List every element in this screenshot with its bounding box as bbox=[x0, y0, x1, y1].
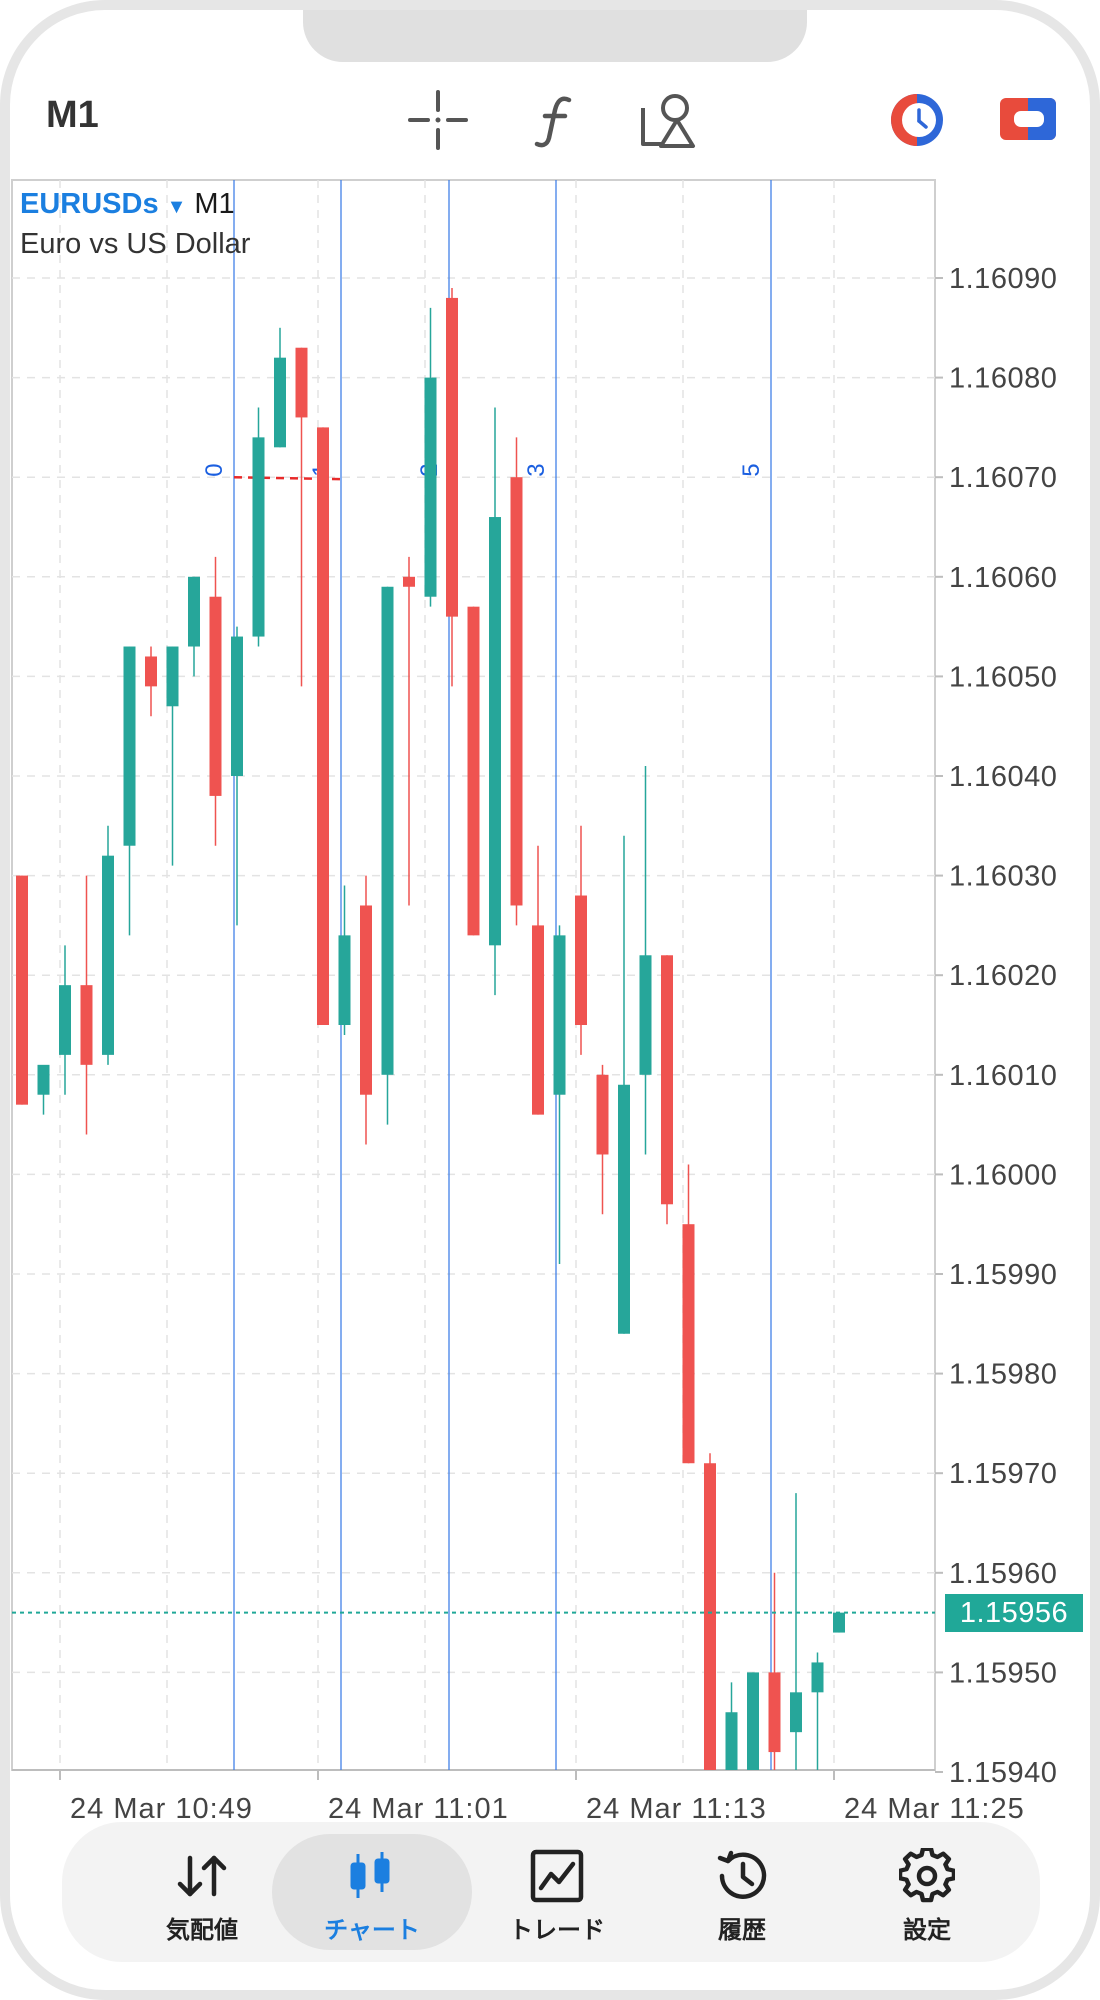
symbol-header[interactable]: EURUSDs ▼ M1 bbox=[20, 188, 235, 221]
y-tick-label: 1.16040 bbox=[949, 761, 1057, 793]
y-tick-label: 1.15960 bbox=[949, 1558, 1057, 1590]
candle-body bbox=[16, 875, 28, 1105]
x-tick-label: 24 Mar 11:13 bbox=[586, 1793, 767, 1825]
tab-chart-label: チャート bbox=[324, 1917, 420, 1944]
candle-body bbox=[360, 905, 372, 1095]
y-tick-label: 1.15940 bbox=[949, 1757, 1057, 1789]
candle-body bbox=[381, 586, 394, 1075]
candle-body bbox=[682, 1224, 695, 1464]
symbol-dropdown-icon[interactable]: ▼ bbox=[166, 196, 187, 218]
tab-settings-label: 設定 bbox=[903, 1917, 951, 1944]
candle-body bbox=[811, 1662, 824, 1693]
y-tick-label: 1.16060 bbox=[949, 562, 1057, 594]
trade-graph-icon bbox=[529, 1848, 585, 1904]
x-tick-label: 24 Mar 11:01 bbox=[328, 1793, 509, 1825]
timeframe-selector[interactable]: M1 bbox=[46, 94, 99, 136]
fib-zone-label: 0 bbox=[201, 463, 228, 476]
tab-trade[interactable]: トレード bbox=[457, 1834, 657, 1950]
candle-body bbox=[575, 895, 587, 1025]
candle-body bbox=[102, 855, 114, 1055]
y-tick-label: 1.16080 bbox=[949, 363, 1057, 395]
tab-history-label: 履歴 bbox=[718, 1917, 766, 1944]
fib-zone-label: 5 bbox=[738, 463, 765, 476]
candle-body bbox=[446, 297, 458, 617]
candle-body bbox=[317, 427, 329, 1025]
candle-body bbox=[725, 1712, 738, 1770]
y-tick-label: 1.16030 bbox=[949, 861, 1057, 893]
one-click-trading-icon[interactable] bbox=[885, 88, 949, 152]
y-tick-label: 1.16050 bbox=[949, 661, 1057, 693]
candle-body bbox=[123, 646, 136, 846]
candle-body bbox=[704, 1463, 716, 1770]
y-tick-label: 1.16010 bbox=[949, 1060, 1057, 1092]
x-tick-label: 24 Mar 11:25 bbox=[844, 1793, 1025, 1825]
candle-body bbox=[338, 935, 351, 1025]
y-tick-label: 1.15990 bbox=[949, 1259, 1057, 1291]
function-icon[interactable] bbox=[525, 88, 589, 152]
candle-body bbox=[166, 646, 179, 707]
candle-body bbox=[252, 437, 265, 637]
tab-chart[interactable]: チャート bbox=[272, 1834, 472, 1950]
candle-body bbox=[833, 1612, 845, 1633]
candle-body bbox=[80, 985, 93, 1065]
y-tick-label: 1.16000 bbox=[949, 1159, 1057, 1191]
candle-body bbox=[553, 935, 566, 1095]
chart-candles-icon bbox=[344, 1848, 400, 1904]
candle-body bbox=[403, 576, 415, 587]
candle-body bbox=[790, 1692, 802, 1733]
y-tick-label: 1.16070 bbox=[949, 462, 1057, 494]
price-chart[interactable]: 1.16090 1.16080 1.16070 1.16060 1.16050 1.160… bbox=[10, 170, 1090, 1830]
y-tick-label: 1.16090 bbox=[949, 263, 1057, 295]
objects-icon[interactable] bbox=[637, 88, 701, 152]
quotes-arrows-icon bbox=[174, 1848, 230, 1904]
tab-quotes[interactable]: 気配値 bbox=[102, 1834, 302, 1950]
y-tick-label: 1.16020 bbox=[949, 960, 1057, 992]
fib-zone-label: 3 bbox=[523, 463, 550, 476]
candle-body bbox=[489, 517, 501, 946]
candle-body bbox=[209, 596, 222, 796]
crosshair-icon[interactable] bbox=[406, 88, 470, 152]
candle-body bbox=[639, 955, 652, 1075]
candle-body bbox=[768, 1672, 781, 1753]
candle-body bbox=[467, 606, 480, 936]
tab-quotes-label: 気配値 bbox=[166, 1917, 238, 1944]
history-clock-icon bbox=[714, 1848, 770, 1904]
candle-body bbox=[510, 477, 523, 906]
y-tick-label: 1.15980 bbox=[949, 1359, 1057, 1391]
tab-trade-label: トレード bbox=[509, 1917, 605, 1944]
chart-canvas[interactable]: 1.16090 1.16080 1.16070 1.16060 1.16050 1.160… bbox=[10, 170, 1090, 1830]
settings-gear-icon bbox=[897, 1846, 957, 1904]
candle-body bbox=[188, 576, 200, 647]
y-tick-label: 1.15970 bbox=[949, 1458, 1057, 1490]
symbol-description: Euro vs US Dollar bbox=[20, 228, 251, 260]
candle-body bbox=[532, 925, 544, 1115]
current-price-tag: 1.15956 bbox=[945, 1593, 1083, 1632]
candle-body bbox=[661, 955, 673, 1205]
candle-body bbox=[295, 347, 308, 418]
symbol-name[interactable]: EURUSDs bbox=[20, 188, 159, 220]
device-notch bbox=[303, 10, 807, 62]
symbol-timeframe: M1 bbox=[194, 188, 235, 220]
candle-body bbox=[747, 1672, 759, 1770]
trade-panel-icon[interactable] bbox=[996, 88, 1060, 152]
tab-history[interactable]: 履歴 bbox=[642, 1834, 842, 1950]
candle-body bbox=[596, 1074, 609, 1155]
y-tick-label: 1.15950 bbox=[949, 1657, 1057, 1689]
candle-body bbox=[274, 357, 286, 448]
candle-body bbox=[231, 636, 243, 776]
tab-settings[interactable]: 設定 bbox=[827, 1834, 1027, 1950]
bottom-tab-bar: 気配値 チャート bbox=[62, 1822, 1040, 1962]
x-tick-label: 24 Mar 10:49 bbox=[70, 1793, 253, 1825]
candle-body bbox=[424, 377, 437, 597]
top-toolbar: M1 bbox=[10, 70, 1090, 180]
candle-body bbox=[145, 656, 157, 687]
candle-body bbox=[37, 1064, 50, 1095]
candle-body bbox=[618, 1084, 630, 1334]
candle-body bbox=[59, 985, 71, 1055]
